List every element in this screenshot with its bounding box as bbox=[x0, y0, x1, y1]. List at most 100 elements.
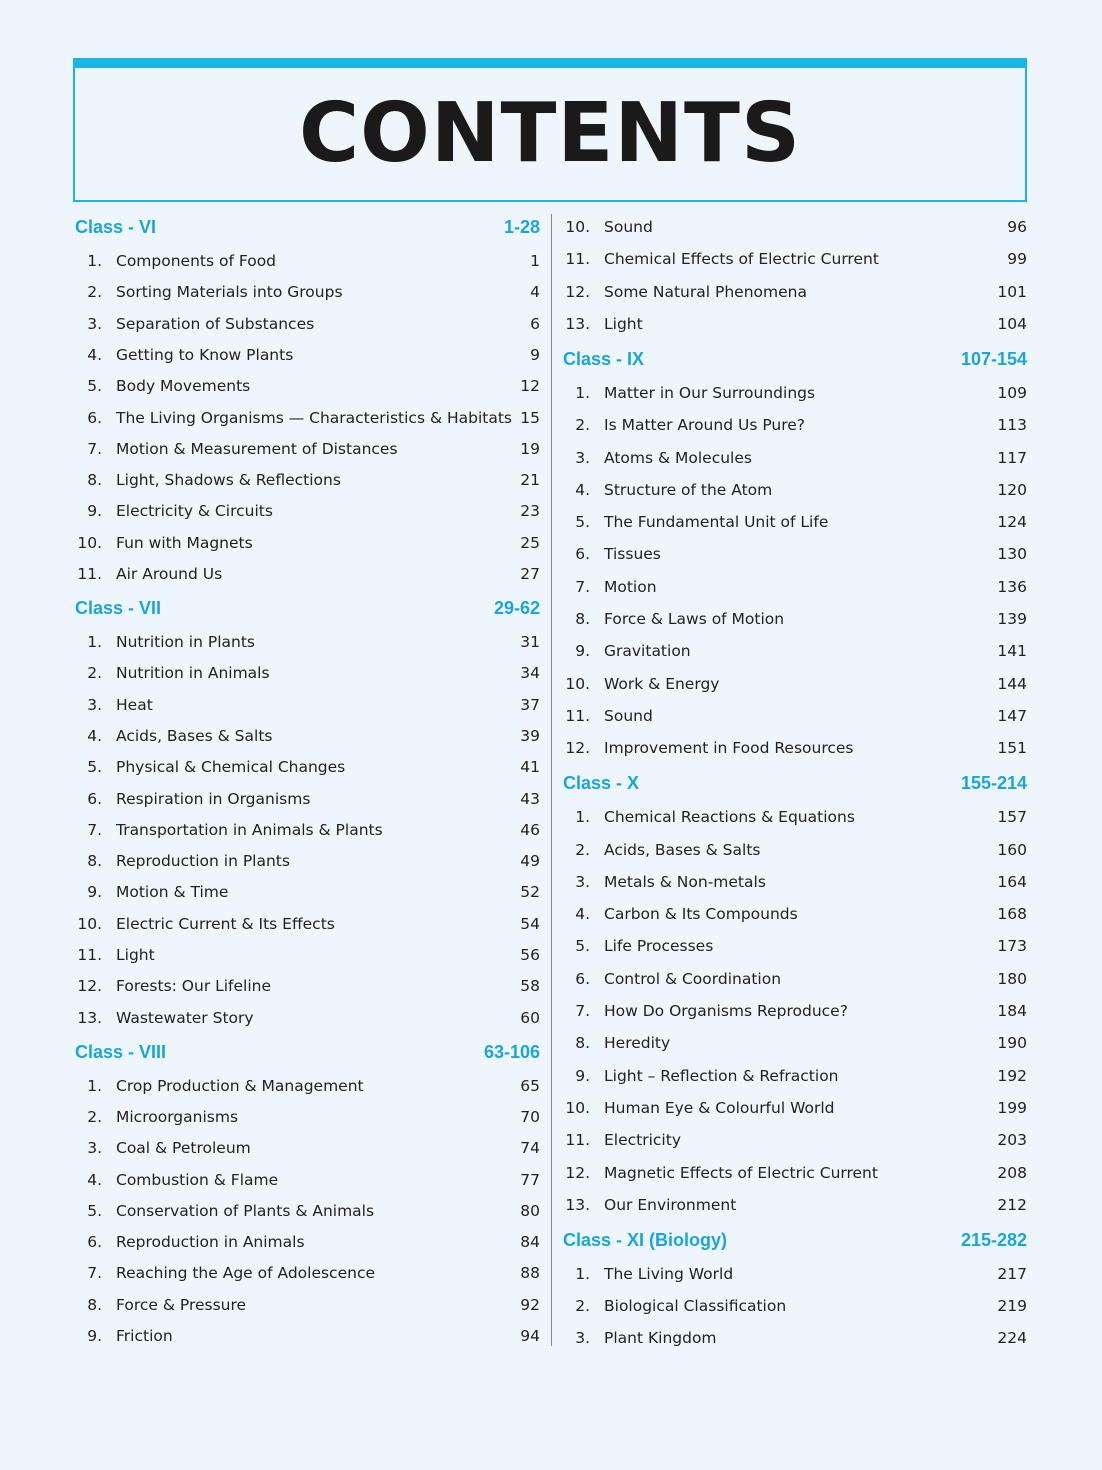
item-title: Biological Classification bbox=[604, 1297, 787, 1316]
item-title: Motion & Measurement of Distances bbox=[116, 439, 398, 458]
item-number: 1. bbox=[87, 633, 102, 651]
item-number: 7. bbox=[575, 1002, 590, 1020]
item-page: 130 bbox=[997, 545, 1027, 564]
item-page: 25 bbox=[520, 533, 540, 552]
item-page: 9 bbox=[530, 345, 540, 364]
item-number: 11. bbox=[565, 250, 590, 269]
item-title: Motion bbox=[604, 577, 657, 596]
item-title: Motion & Time bbox=[116, 883, 229, 902]
item-number: 4. bbox=[87, 1170, 102, 1189]
item-page: 203 bbox=[997, 1131, 1027, 1150]
item-page: 224 bbox=[997, 1329, 1027, 1348]
item-page: 88 bbox=[520, 1264, 540, 1283]
item-page: 96 bbox=[1007, 218, 1027, 236]
item-number: 8. bbox=[87, 852, 102, 871]
item-page: 52 bbox=[520, 883, 540, 902]
item-title: Nutrition in Animals bbox=[116, 664, 270, 683]
item-page: 39 bbox=[520, 726, 540, 745]
header-box: CONTENTS bbox=[73, 58, 1027, 202]
item-number: 4. bbox=[575, 480, 590, 499]
item-number: 13. bbox=[565, 1195, 590, 1214]
item-number: 1. bbox=[575, 383, 590, 402]
item-title: How Do Organisms Reproduce? bbox=[604, 1002, 848, 1020]
item-number: 13. bbox=[77, 1008, 102, 1027]
item-title: Structure of the Atom bbox=[604, 480, 773, 499]
item-page: 136 bbox=[997, 577, 1027, 596]
item-number: 8. bbox=[87, 471, 102, 490]
item-number: 1. bbox=[575, 1264, 590, 1283]
item-title: Body Movements bbox=[116, 377, 251, 396]
section-pages: 107-154 bbox=[960, 348, 1027, 369]
item-number: 6. bbox=[575, 969, 590, 988]
item-title: Light – Reflection & Refraction bbox=[604, 1066, 839, 1085]
item-number: 12. bbox=[565, 739, 590, 758]
item-number: 9. bbox=[575, 642, 590, 661]
item-number: 1. bbox=[87, 252, 102, 270]
item-title: Metals & Non-metals bbox=[604, 872, 766, 891]
item-number: 11. bbox=[77, 946, 102, 964]
item-title: Some Natural Phenomena bbox=[604, 282, 807, 301]
item-number: 4. bbox=[87, 726, 102, 745]
item-page: 101 bbox=[997, 282, 1027, 301]
item-title: Atoms & Molecules bbox=[604, 448, 752, 467]
item-title: Acids, Bases & Salts bbox=[604, 840, 761, 859]
item-page: 15 bbox=[520, 408, 540, 427]
item-title: Microorganisms bbox=[116, 1107, 239, 1126]
item-title: Respiration in Organisms bbox=[116, 789, 311, 808]
section-heading: Class - X bbox=[563, 773, 640, 794]
item-number: 9. bbox=[575, 1066, 590, 1085]
item-title: Plant Kingdom bbox=[604, 1329, 717, 1348]
item-title: Our Environment bbox=[604, 1195, 737, 1214]
item-page: 164 bbox=[997, 872, 1027, 891]
item-number: 8. bbox=[575, 1034, 590, 1053]
item-title: Coal & Petroleum bbox=[116, 1139, 251, 1158]
item-number: 10. bbox=[565, 218, 590, 236]
item-title: Human Eye & Colourful World bbox=[604, 1098, 835, 1117]
item-number: 3. bbox=[87, 1139, 102, 1158]
item-title: Heredity bbox=[604, 1034, 671, 1053]
item-page: 37 bbox=[520, 695, 540, 714]
item-number: 3. bbox=[87, 314, 102, 333]
item-title: Fun with Magnets bbox=[116, 533, 253, 552]
item-number: 2. bbox=[575, 840, 590, 859]
item-title: Gravitation bbox=[604, 642, 691, 661]
item-number: 2. bbox=[575, 416, 590, 435]
item-page: 99 bbox=[1007, 250, 1027, 269]
column-divider bbox=[551, 214, 552, 1346]
item-page: 109 bbox=[997, 383, 1027, 402]
item-title: The Living World bbox=[604, 1264, 734, 1283]
item-number: 10. bbox=[77, 533, 102, 552]
item-title: Sorting Materials into Groups bbox=[116, 283, 343, 302]
item-title: Air Around Us bbox=[116, 565, 223, 583]
item-title: Separation of Substances bbox=[116, 314, 315, 333]
item-number: 4. bbox=[87, 345, 102, 364]
section-heading: Class - IX bbox=[563, 348, 645, 369]
item-page: 4 bbox=[530, 283, 540, 302]
item-title: Life Processes bbox=[604, 937, 714, 956]
item-number: 2. bbox=[87, 664, 102, 683]
item-page: 168 bbox=[997, 905, 1027, 924]
item-page: 117 bbox=[997, 448, 1027, 467]
item-page: 139 bbox=[997, 610, 1027, 628]
item-title: Conservation of Plants & Animals bbox=[116, 1201, 375, 1220]
item-page: 41 bbox=[520, 758, 540, 777]
item-page: 141 bbox=[997, 642, 1027, 661]
item-page: 49 bbox=[520, 852, 540, 871]
item-number: 3. bbox=[575, 448, 590, 467]
item-number: 7. bbox=[87, 1264, 102, 1283]
item-page: 19 bbox=[520, 439, 540, 458]
item-page: 1 bbox=[530, 252, 540, 270]
item-title: Tissues bbox=[604, 545, 661, 564]
item-number: 1. bbox=[575, 808, 590, 827]
section-pages: 155-214 bbox=[960, 773, 1027, 794]
item-title: Control & Coordination bbox=[604, 969, 782, 988]
item-title: Transportation in Animals & Plants bbox=[116, 820, 383, 839]
section-pages: 1-28 bbox=[503, 217, 540, 237]
item-number: 7. bbox=[575, 577, 590, 596]
item-page: 12 bbox=[520, 377, 540, 396]
item-title: Friction bbox=[116, 1327, 173, 1345]
item-title: Reproduction in Animals bbox=[116, 1233, 305, 1252]
item-title: Work & Energy bbox=[604, 674, 720, 693]
item-title: Getting to Know Plants bbox=[116, 345, 294, 364]
item-number: 12. bbox=[565, 282, 590, 301]
